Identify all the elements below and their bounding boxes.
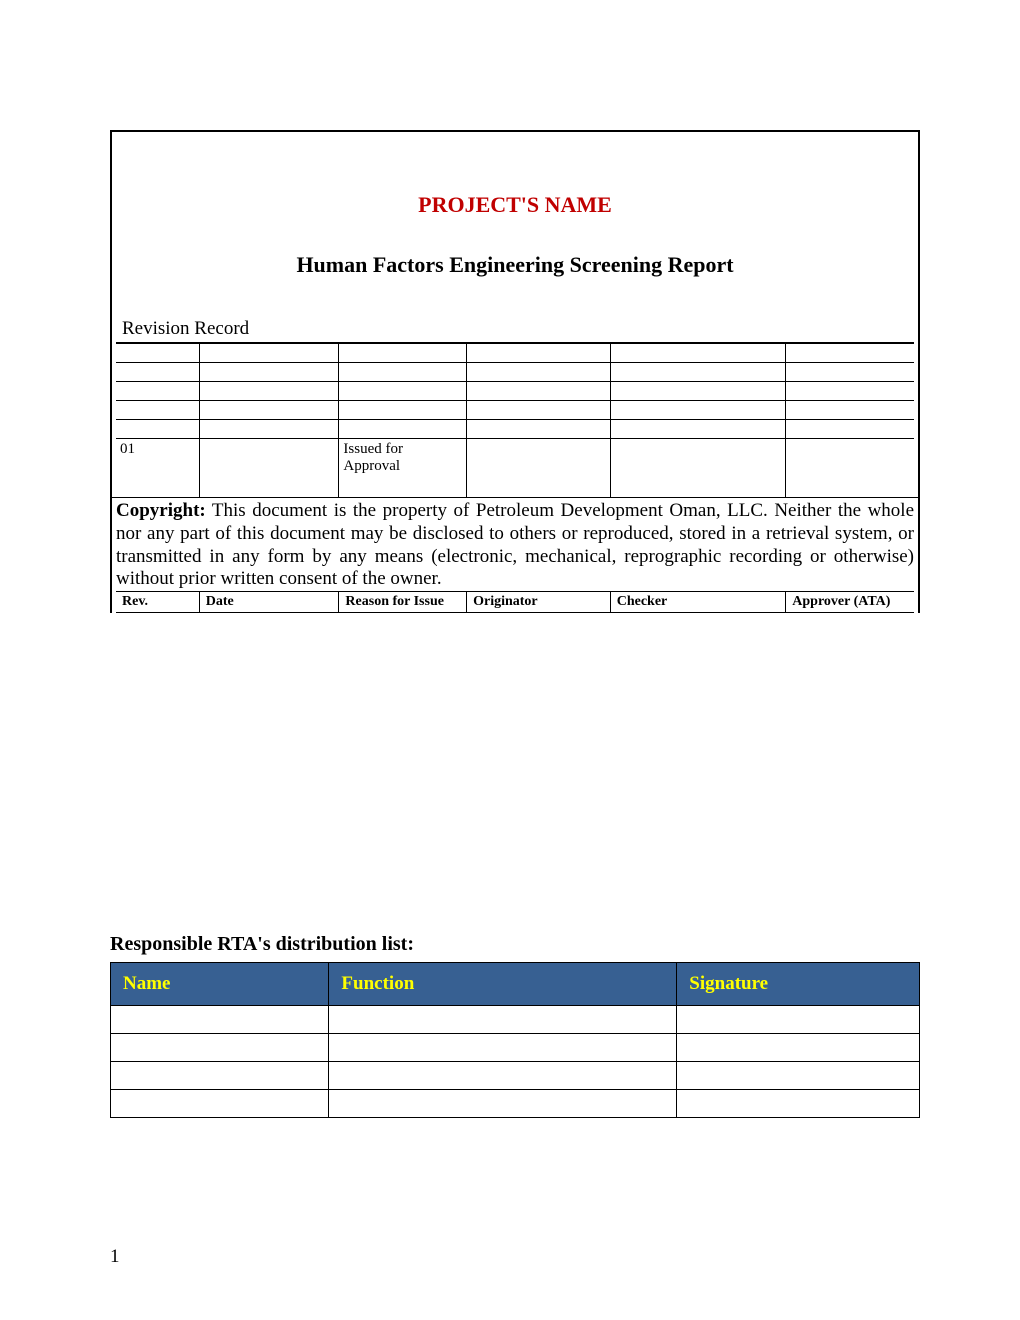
- distribution-row: [111, 1090, 920, 1118]
- revision-record-label: Revision Record: [112, 308, 918, 342]
- project-name: PROJECT'S NAME: [127, 192, 903, 218]
- revision-table-body: 01 Issued for Approval: [116, 342, 914, 497]
- cover-box: PROJECT'S NAME Human Factors Engineering…: [110, 130, 920, 613]
- rev-cell-reason: Issued for Approval: [339, 439, 467, 497]
- hdr-approver: Approver (ATA): [786, 592, 914, 612]
- revision-empty-row: [116, 381, 914, 400]
- revision-empty-row: [116, 419, 914, 438]
- distribution-section: Responsible RTA's distribution list: Nam…: [110, 933, 920, 1118]
- dist-hdr-signature: Signature: [677, 963, 920, 1006]
- copyright-text: This document is the property of Petrole…: [116, 500, 914, 589]
- rev-cell-approver: [786, 439, 914, 497]
- dist-hdr-function: Function: [329, 963, 677, 1006]
- distribution-table: Name Function Signature: [110, 962, 920, 1118]
- hdr-checker: Checker: [611, 592, 787, 612]
- revision-empty-row: [116, 400, 914, 419]
- revision-empty-row: [116, 342, 914, 362]
- report-title: Human Factors Engineering Screening Repo…: [127, 252, 903, 278]
- hdr-reason: Reason for Issue: [339, 592, 467, 612]
- hdr-originator: Originator: [467, 592, 611, 612]
- distribution-row: [111, 1062, 920, 1090]
- rev-cell-originator: [467, 439, 611, 497]
- hdr-rev: Rev.: [116, 592, 200, 612]
- dist-hdr-name: Name: [111, 963, 329, 1006]
- revision-empty-row: [116, 362, 914, 381]
- rev-cell-rev: 01: [116, 439, 200, 497]
- title-area: PROJECT'S NAME Human Factors Engineering…: [112, 132, 918, 308]
- page-number: 1: [110, 1246, 120, 1268]
- revision-data-row: 01 Issued for Approval: [116, 438, 914, 497]
- copyright-block: Copyright: This document is the property…: [112, 497, 918, 591]
- revision-header-row: Rev. Date Reason for Issue Originator Ch…: [116, 591, 914, 613]
- copyright-label: Copyright:: [116, 500, 206, 521]
- rev-cell-date: [200, 439, 340, 497]
- distribution-row: [111, 1006, 920, 1034]
- document-page: PROJECT'S NAME Human Factors Engineering…: [0, 0, 1020, 1320]
- distribution-title: Responsible RTA's distribution list:: [110, 933, 920, 956]
- rev-cell-checker: [611, 439, 787, 497]
- distribution-header-row: Name Function Signature: [111, 963, 920, 1006]
- distribution-row: [111, 1034, 920, 1062]
- hdr-date: Date: [200, 592, 340, 612]
